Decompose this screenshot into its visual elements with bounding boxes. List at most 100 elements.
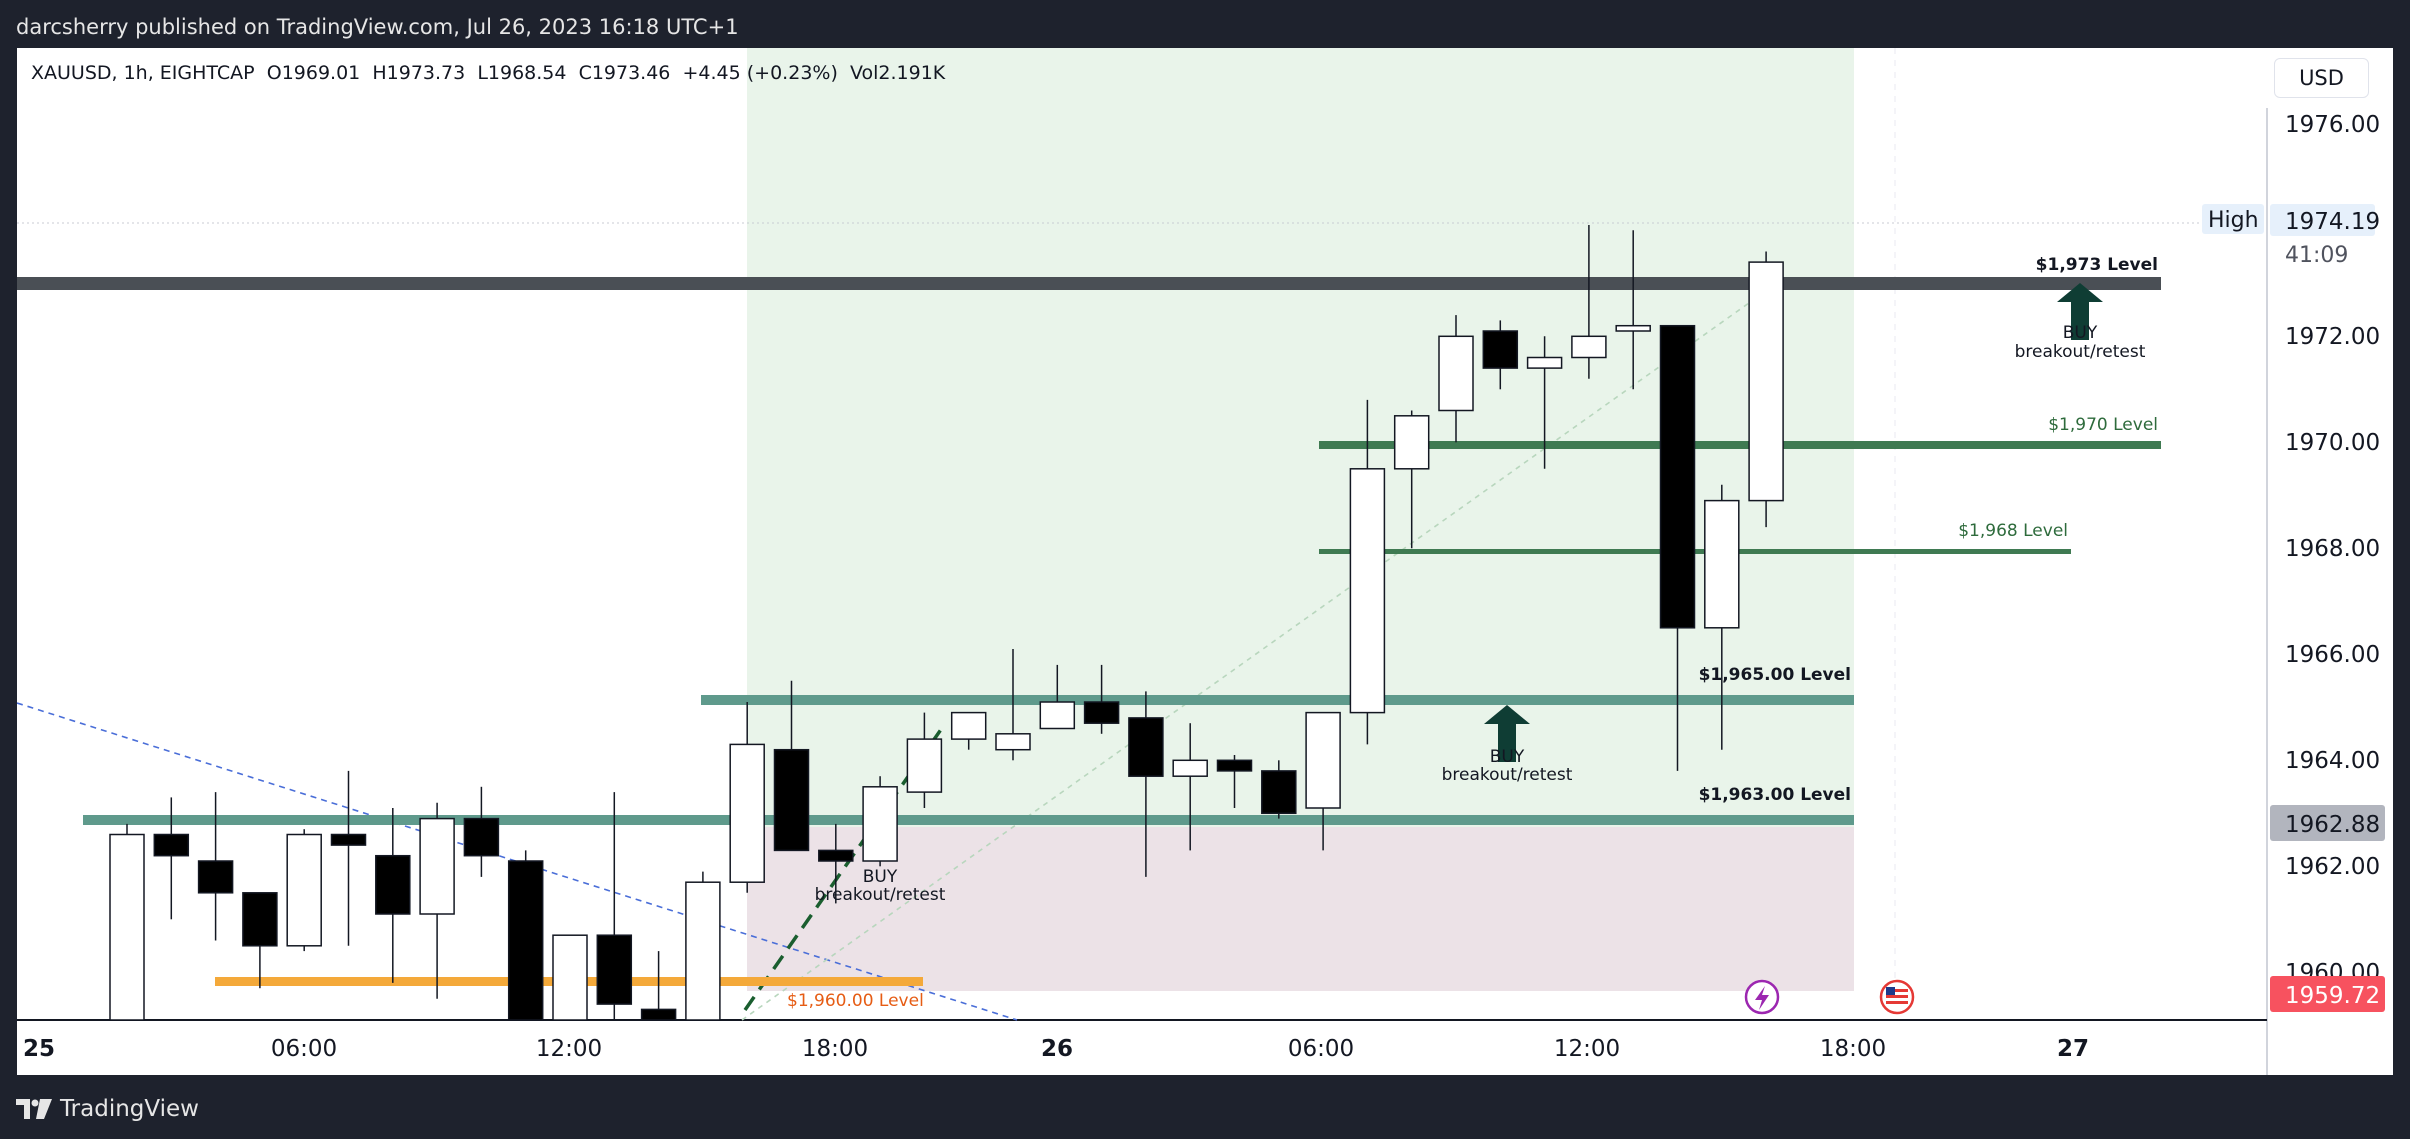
level-1970-band[interactable] [1319, 441, 2161, 449]
legend-high: H1973.73 [372, 62, 466, 84]
candle-body[interactable] [552, 934, 588, 1021]
candle-body[interactable] [419, 817, 455, 915]
price-tick: 1972.00 [2285, 324, 2380, 350]
price-tick: 1966.00 [2285, 642, 2380, 668]
price-tick: 1962.00 [2285, 854, 2380, 880]
level-1973-label[interactable]: $1,973 Level [2036, 255, 2158, 275]
candle-body[interactable] [1128, 717, 1164, 777]
time-label: 26 [1041, 1036, 1073, 1062]
level-1965-label[interactable]: $1,965.00 Level [1699, 665, 1851, 685]
candle-body[interactable] [1261, 770, 1297, 815]
candle-body[interactable] [1083, 701, 1120, 724]
ref-price-badge [2270, 805, 2385, 841]
candle-body[interactable] [197, 860, 234, 894]
last-price-badge [2270, 976, 2385, 1012]
legend-volume: Vol2.191K [849, 62, 946, 84]
annotations-layer: $1,973 Level $1,970 Level $1,968 Level $… [787, 255, 2158, 1015]
legend-close: C1973.46 [578, 62, 671, 84]
buy-sublabel-2[interactable]: breakout/retest [1442, 765, 1573, 785]
chart-panel[interactable]: $1,973 Level $1,970 Level $1,968 Level $… [17, 48, 2393, 1075]
buy-arrow-icon-1[interactable] [2057, 283, 2103, 340]
candle-body[interactable] [950, 711, 987, 740]
time-axis[interactable]: 25 06:00 12:00 18:00 26 06:00 12:00 18:0… [23, 1036, 2089, 1062]
candle-body[interactable] [906, 738, 943, 793]
buy-label-3[interactable]: BUY [863, 867, 898, 887]
last-price: 1959.72 [2285, 983, 2380, 1009]
candle-body[interactable] [1571, 335, 1607, 359]
candle-body[interactable] [1172, 759, 1208, 777]
candle-body[interactable] [1349, 468, 1386, 714]
price-tick: 1964.00 [2285, 748, 2380, 774]
footer: TradingView [0, 1078, 2410, 1139]
price-tick: 1970.00 [2285, 430, 2380, 456]
level-1973-band[interactable] [17, 277, 2161, 290]
legend-symbol[interactable]: XAUUSD, 1h, EIGHTCAP [31, 62, 255, 84]
buy-arrow-icon-2[interactable] [1484, 705, 1530, 762]
candle-body[interactable] [729, 743, 765, 883]
level-1968-label[interactable]: $1,968 Level [1958, 521, 2068, 541]
candle-body[interactable] [1438, 335, 1474, 412]
countdown-badge [2270, 239, 2375, 269]
currency-button[interactable]: USD [2274, 58, 2369, 98]
candle-body[interactable] [1216, 759, 1253, 772]
legend-low: L1968.54 [477, 62, 567, 84]
level-1970-label[interactable]: $1,970 Level [2048, 415, 2158, 435]
candle-body[interactable] [330, 833, 367, 846]
us-flag-event-icon[interactable] [1879, 979, 1915, 1015]
candle-body[interactable] [685, 881, 721, 1021]
candle-body[interactable] [818, 849, 854, 862]
tradingview-brand: TradingView [60, 1095, 199, 1122]
buy-label-2[interactable]: BUY [1490, 747, 1525, 767]
candle-body[interactable] [640, 1008, 677, 1021]
level-1965-band[interactable] [701, 695, 1854, 705]
candle-body[interactable] [596, 934, 633, 1005]
level-1960-label[interactable]: $1,960.00 Level [787, 991, 924, 1011]
candle-body[interactable] [1526, 356, 1563, 369]
high-value: 1974.19 [2285, 209, 2380, 235]
price-tick: 1968.00 [2285, 536, 2380, 562]
high-value-badge [2270, 204, 2375, 236]
candle-body[interactable] [463, 817, 500, 857]
candle-body[interactable] [1393, 415, 1430, 470]
buy-sublabel-3[interactable]: breakout/retest [815, 885, 946, 905]
time-label: 25 [23, 1036, 55, 1062]
candle-body[interactable] [1482, 330, 1519, 369]
countdown: 41:09 [2285, 243, 2348, 268]
candle-body[interactable] [153, 833, 190, 857]
price-tick: 1976.00 [2285, 112, 2380, 138]
chart-canvas[interactable]: $1,973 Level $1,970 Level $1,968 Level $… [17, 48, 2393, 1075]
candle-body[interactable] [1615, 324, 1651, 332]
candle-body[interactable] [375, 854, 411, 915]
time-label: 12:00 [1554, 1036, 1620, 1062]
ref-price: 1962.88 [2285, 812, 2380, 838]
time-label: 27 [2057, 1036, 2089, 1062]
level-1963-band[interactable] [83, 815, 1854, 825]
candle-body[interactable] [1704, 499, 1740, 629]
ascending-trendline [741, 282, 1778, 1021]
candles-layer [109, 225, 1784, 1021]
buy-sublabel-1[interactable]: breakout/retest [2015, 342, 2146, 362]
publisher-text: darcsherry published on TradingView.com,… [16, 15, 739, 39]
candle-body[interactable] [109, 833, 145, 1021]
price-axis[interactable]: 1976.00 1972.00 1970.00 1968.00 1966.00 … [2202, 112, 2385, 1012]
candle-body[interactable] [862, 786, 898, 862]
candle-body[interactable] [1659, 324, 1696, 629]
candle-body[interactable] [773, 748, 810, 852]
candle-body[interactable] [242, 892, 278, 947]
candle-body[interactable] [1039, 701, 1076, 730]
buy-label-1[interactable]: BUY [2063, 323, 2098, 343]
tradingview-logo[interactable]: TradingView [16, 1096, 199, 1122]
time-label: 06:00 [271, 1036, 337, 1062]
candle-body[interactable] [507, 860, 544, 1021]
legend-change: +4.45 (+0.23%) [682, 62, 838, 84]
lightning-event-icon[interactable] [1744, 979, 1780, 1015]
candle-body[interactable] [1748, 261, 1784, 502]
candle-body[interactable] [1305, 711, 1341, 809]
symbol-legend[interactable]: XAUUSD, 1h, EIGHTCAP O1969.01 H1973.73 L… [31, 62, 945, 84]
level-1963-label[interactable]: $1,963.00 Level [1699, 785, 1851, 805]
legend-open: O1969.01 [266, 62, 361, 84]
candle-body[interactable] [286, 833, 322, 947]
time-label: 06:00 [1288, 1036, 1354, 1062]
candle-body[interactable] [995, 733, 1031, 751]
descending-trendline [17, 702, 1018, 1021]
